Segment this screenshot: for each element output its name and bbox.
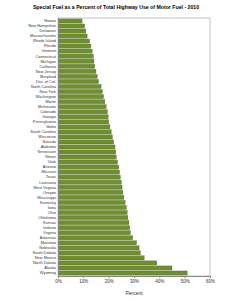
tick-mark	[109, 276, 110, 278]
chart: Special Fuel as a Percent of Total Highw…	[0, 0, 232, 300]
bar	[58, 89, 102, 93]
bar	[58, 64, 95, 68]
tick: 40%	[155, 276, 164, 284]
bar	[58, 256, 144, 260]
bar	[58, 155, 116, 159]
bar	[58, 190, 123, 194]
category-axis: HawaiiNew HampshireDelawareMassachusetts…	[28, 18, 58, 276]
bar	[58, 79, 99, 83]
tick-mark	[134, 276, 135, 278]
bar	[58, 44, 91, 48]
bar	[58, 185, 122, 189]
tick: 60%	[206, 276, 215, 284]
bar	[58, 180, 121, 184]
bars	[58, 19, 187, 275]
bar	[58, 135, 112, 139]
axis-line	[59, 277, 211, 279]
tick-mark	[159, 276, 160, 278]
bar	[58, 236, 133, 240]
bar	[58, 115, 108, 119]
bar	[58, 69, 96, 73]
bar	[58, 84, 101, 88]
bar	[58, 241, 137, 245]
bar	[58, 140, 114, 144]
bar	[58, 261, 157, 265]
bar	[58, 24, 85, 28]
bar	[58, 130, 111, 134]
bar	[58, 271, 187, 275]
tick-mark	[185, 276, 186, 278]
tick-label: 10%	[79, 279, 88, 284]
tick: 20%	[105, 276, 114, 284]
tick: 10%	[79, 276, 88, 284]
tick-label: 40%	[155, 279, 164, 284]
bar	[58, 29, 86, 33]
tick-mark	[210, 276, 211, 278]
axis-title: Percent	[125, 290, 143, 296]
plot-frame	[58, 18, 210, 276]
title: Special Fuel as a Percent of Total Highw…	[33, 4, 199, 10]
bar	[58, 125, 110, 129]
bar	[58, 221, 129, 225]
axis-line	[58, 19, 59, 277]
tick-label: 20%	[105, 279, 114, 284]
tick-label: 30%	[130, 279, 139, 284]
bar	[58, 54, 93, 58]
bar	[58, 110, 107, 114]
bar	[58, 74, 97, 78]
bar	[58, 266, 172, 270]
bar	[58, 246, 139, 250]
tick: 0%	[55, 276, 62, 284]
tick-mark	[83, 276, 84, 278]
bar	[58, 226, 130, 230]
bar	[58, 150, 116, 154]
bar	[58, 105, 106, 109]
bar	[58, 59, 94, 63]
bar	[58, 170, 120, 174]
bar	[58, 165, 119, 169]
tick: 50%	[181, 276, 190, 284]
tick: Wyoming	[40, 270, 58, 275]
plot: 0% 10% 20% 30% 40% 50% 60% HawaiiNew HampshireD…	[28, 18, 215, 284]
bar	[58, 49, 92, 53]
value-axis: 0% 10% 20% 30% 40% 50% 60%	[55, 276, 215, 284]
tick-label: 50%	[181, 279, 190, 284]
bar	[58, 210, 127, 214]
bar	[58, 100, 105, 104]
bar	[58, 39, 90, 43]
bar	[58, 205, 126, 209]
bar	[58, 120, 109, 124]
tick: 30%	[130, 276, 139, 284]
bar	[58, 251, 140, 255]
bar	[58, 216, 128, 220]
bar	[58, 200, 125, 204]
bar	[58, 19, 82, 23]
bar	[58, 160, 118, 164]
bar	[58, 34, 87, 38]
tick-label: 60%	[206, 279, 215, 284]
tick-label: 0%	[55, 279, 62, 284]
bar	[58, 95, 104, 99]
bar	[58, 195, 124, 199]
bar	[58, 231, 130, 235]
category-label: Wyoming	[40, 270, 56, 275]
bar	[58, 145, 115, 149]
bar	[58, 175, 120, 179]
